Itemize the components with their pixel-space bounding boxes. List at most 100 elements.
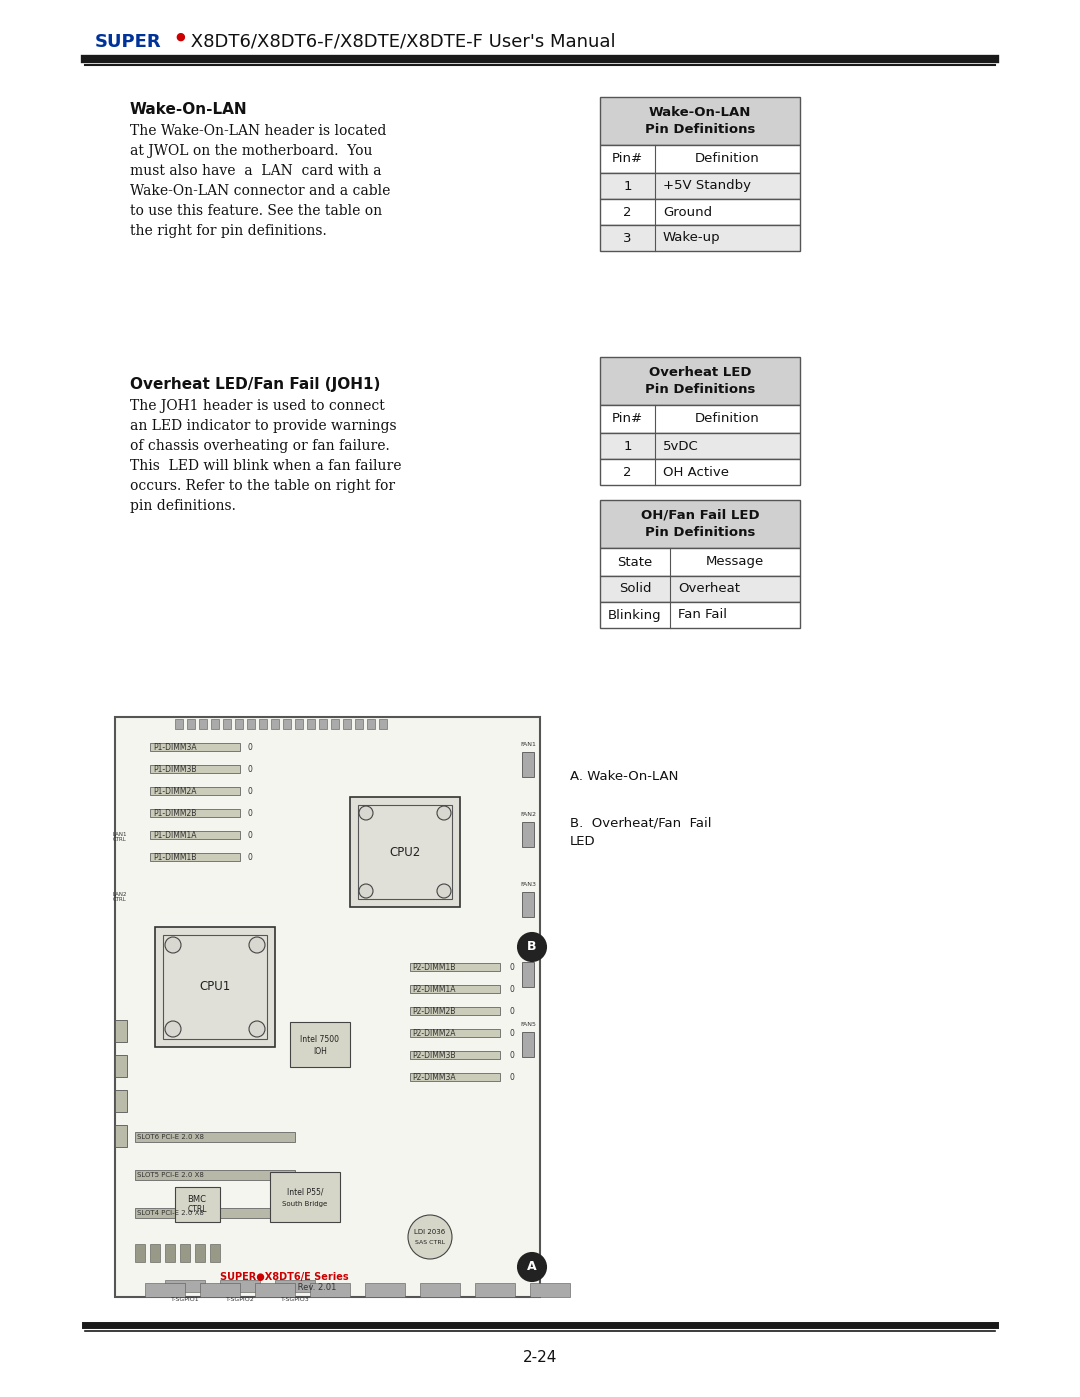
Bar [156,928,275,1046]
Text: 0: 0 [510,985,515,993]
Circle shape [165,937,181,953]
Bar [367,719,375,729]
Text: 1: 1 [623,440,632,453]
Bar [211,719,219,729]
Circle shape [165,1021,181,1037]
Text: B.  Overheat/Fan  Fail
LED: B. Overheat/Fan Fail LED [570,817,712,848]
Bar [600,602,800,629]
Bar [259,719,267,729]
Bar [220,1280,260,1292]
Bar [600,433,800,460]
Text: 5vDC: 5vDC [663,440,699,453]
Text: 2: 2 [623,205,632,218]
Bar [150,831,240,840]
Bar [195,1243,205,1261]
Bar [530,1282,570,1296]
Text: 2: 2 [623,465,632,479]
Bar [199,719,207,729]
Bar [283,719,291,729]
Text: SLOT4 PCI-E 2.0 X8: SLOT4 PCI-E 2.0 X8 [137,1210,204,1215]
Text: Overheat LED
Pin Definitions: Overheat LED Pin Definitions [645,366,755,395]
Text: P1-DIMM3A: P1-DIMM3A [153,742,197,752]
Text: 0: 0 [247,809,252,817]
Text: LAN1
CTRL: LAN1 CTRL [112,831,127,842]
Bar [522,821,534,847]
Text: P1-DIMM3B: P1-DIMM3B [153,764,197,774]
Bar [175,719,183,729]
Text: A. Wake-On-LAN: A. Wake-On-LAN [570,771,678,784]
Text: Message: Message [706,556,765,569]
Text: FAN4: FAN4 [519,951,536,957]
Text: B: B [527,940,537,954]
Bar [235,719,243,729]
Circle shape [518,933,546,961]
Text: P2-DIMM3A: P2-DIMM3A [411,1073,456,1081]
Bar [150,743,240,752]
Bar [350,798,460,907]
Text: A: A [527,1260,537,1274]
Bar [114,1020,127,1042]
Bar [114,717,540,1296]
Bar [600,405,800,433]
Text: Wake-up: Wake-up [663,232,720,244]
Text: P1-DIMM2A: P1-DIMM2A [153,787,197,795]
Circle shape [408,1215,453,1259]
Text: Wake-On-LAN: Wake-On-LAN [130,102,247,117]
Bar [135,1243,145,1261]
Text: FAN5: FAN5 [521,1023,536,1027]
Text: Pin#: Pin# [612,152,643,165]
Bar [600,576,800,602]
Text: P2-DIMM2A: P2-DIMM2A [411,1028,456,1038]
Text: 0: 0 [247,852,252,862]
Bar [163,935,267,1039]
Text: P1-DIMM1B: P1-DIMM1B [153,852,197,862]
Bar [175,1187,220,1222]
Text: Solid: Solid [619,583,651,595]
Bar [600,198,800,225]
Bar [135,1208,295,1218]
Text: 0: 0 [247,742,252,752]
Text: 0: 0 [510,1073,515,1081]
Bar [135,1171,295,1180]
Text: 3: 3 [623,232,632,244]
Bar [271,719,279,729]
Text: OH Active: OH Active [663,465,729,479]
Bar [600,145,800,173]
Text: Overheat LED/Fan Fail (JOH1): Overheat LED/Fan Fail (JOH1) [130,377,380,393]
Bar [522,752,534,777]
Bar [150,809,240,817]
Bar [114,1090,127,1112]
Text: BMC: BMC [188,1196,206,1204]
Text: FAN1: FAN1 [521,742,536,747]
Text: P1-DIMM1A: P1-DIMM1A [153,830,197,840]
Text: 0: 0 [510,963,515,971]
Circle shape [437,806,451,820]
Text: 1: 1 [623,179,632,193]
Text: SUPER: SUPER [95,34,162,52]
Text: Intel P55/: Intel P55/ [287,1187,323,1196]
Text: +5V Standby: +5V Standby [663,179,751,193]
Bar [410,1007,500,1016]
Bar [600,358,800,405]
Bar [357,805,453,900]
Bar [522,893,534,916]
Bar [114,1055,127,1077]
Bar [600,500,800,548]
Bar [165,1243,175,1261]
Bar [275,1280,315,1292]
Bar [187,719,195,729]
Bar [210,1243,220,1261]
Text: OH/Fan Fail LED
Pin Definitions: OH/Fan Fail LED Pin Definitions [640,509,759,539]
Text: T-SGPIO1: T-SGPIO1 [171,1296,200,1302]
Text: Wake-On-LAN
Pin Definitions: Wake-On-LAN Pin Definitions [645,106,755,136]
Bar [255,1282,295,1296]
Circle shape [359,806,373,820]
Text: SUPER●X8DT6/E Series: SUPER●X8DT6/E Series [220,1273,349,1282]
Bar [145,1282,185,1296]
Text: ●: ● [175,32,185,42]
Text: X8DT6/X8DT6-F/X8DTE/X8DTE-F User's Manual: X8DT6/X8DT6-F/X8DTE/X8DTE-F User's Manua… [185,34,616,52]
Bar [600,173,800,198]
Bar [600,96,800,145]
Bar [310,1282,350,1296]
Text: 0: 0 [510,1006,515,1016]
